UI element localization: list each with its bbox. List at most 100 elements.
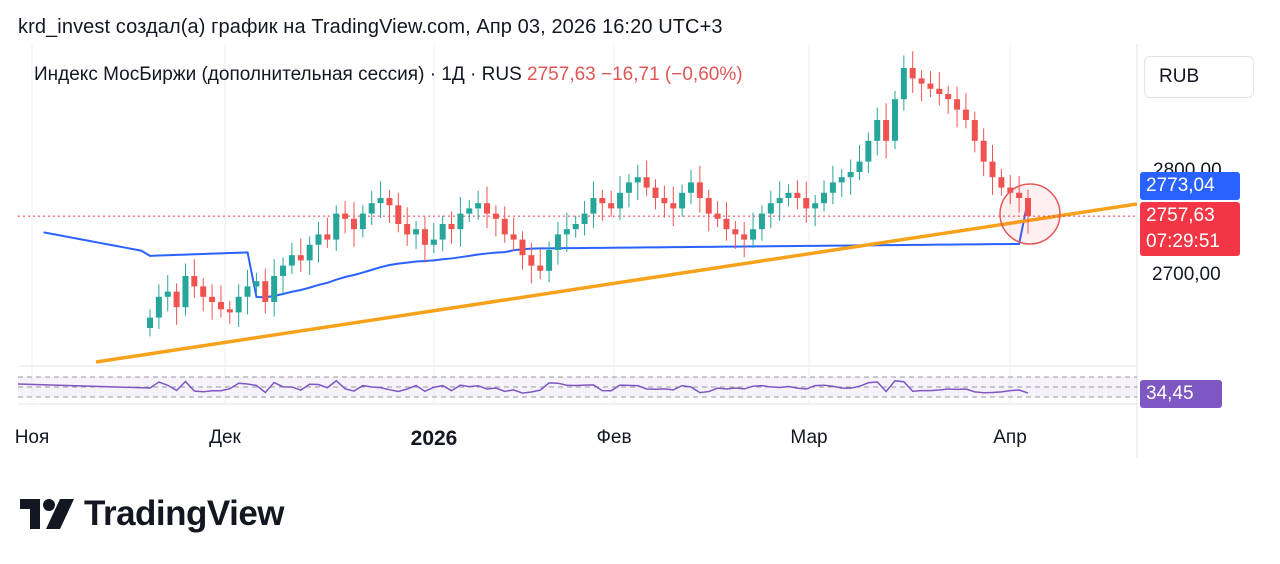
candle-body bbox=[253, 281, 260, 287]
candle-body bbox=[750, 229, 757, 240]
candle-body bbox=[191, 276, 198, 287]
candle-body bbox=[377, 198, 384, 204]
candle-body bbox=[448, 224, 455, 230]
candle-body bbox=[563, 229, 570, 235]
candle-body bbox=[590, 198, 597, 214]
last-price-label: 2757,63 bbox=[1140, 202, 1240, 230]
candle-body bbox=[945, 94, 952, 100]
candle-body bbox=[572, 224, 579, 230]
candle-body bbox=[900, 68, 907, 100]
time-tick-dec: Дек bbox=[209, 427, 241, 448]
candle-body bbox=[475, 203, 482, 209]
candle-body bbox=[821, 192, 828, 204]
candle-body bbox=[625, 182, 632, 193]
candle-body bbox=[209, 296, 216, 302]
candle-body bbox=[856, 161, 863, 172]
tradingview-logo-icon bbox=[20, 499, 74, 529]
candle-body bbox=[244, 286, 251, 297]
candle-body bbox=[927, 83, 934, 89]
time-tick-feb: Фев bbox=[596, 427, 632, 448]
candle-body bbox=[599, 198, 606, 204]
candle-body bbox=[173, 291, 180, 308]
candle-body bbox=[652, 187, 659, 198]
candle-body bbox=[865, 140, 872, 162]
candle-body bbox=[226, 309, 233, 313]
candle-body bbox=[421, 229, 428, 245]
candle-body bbox=[404, 224, 411, 235]
candle-body bbox=[998, 177, 1005, 188]
candle-body bbox=[554, 234, 561, 250]
candle-body bbox=[280, 265, 287, 276]
currency-button[interactable]: RUB bbox=[1144, 56, 1254, 98]
candle-body bbox=[812, 203, 819, 209]
candle-body bbox=[528, 255, 535, 266]
tradingview-logo[interactable]: TradingView bbox=[20, 494, 285, 534]
candle-body bbox=[510, 234, 517, 240]
candle-body bbox=[891, 99, 898, 141]
candle-body bbox=[288, 255, 295, 266]
candle-body bbox=[608, 203, 615, 209]
time-tick-mar: Мар bbox=[790, 427, 828, 448]
candle-body bbox=[874, 120, 881, 141]
candle-body bbox=[1016, 192, 1023, 198]
candle-body bbox=[164, 291, 171, 297]
candle-body bbox=[687, 182, 694, 193]
candle-body bbox=[501, 218, 508, 235]
candle-body bbox=[155, 296, 162, 318]
time-tick-2026: 2026 bbox=[410, 427, 458, 450]
candle-body bbox=[696, 182, 703, 198]
candle-body bbox=[705, 198, 712, 214]
candle-body bbox=[980, 140, 987, 162]
candle-body bbox=[262, 281, 269, 302]
rsi-value-label: 34,45 bbox=[1140, 380, 1222, 408]
brand-name: TradingView bbox=[84, 494, 285, 533]
candle-body bbox=[714, 213, 721, 219]
candle-body bbox=[306, 244, 313, 261]
candle-body bbox=[386, 198, 393, 206]
chart-panel[interactable]: Индекс МосБиржи (дополнительная сессия) … bbox=[14, 44, 1262, 458]
candle-body bbox=[670, 203, 677, 209]
symbol-name[interactable]: Индекс МосБиржи (дополнительная сессия) bbox=[34, 64, 425, 85]
candle-body bbox=[776, 198, 783, 204]
candle-body bbox=[297, 255, 304, 261]
candle-body bbox=[909, 68, 916, 79]
candle-body bbox=[235, 296, 242, 313]
candle-body bbox=[466, 208, 473, 214]
candle-body bbox=[1007, 187, 1014, 193]
candle-body bbox=[537, 265, 544, 271]
candle-body bbox=[492, 213, 499, 219]
candle-body bbox=[962, 109, 969, 120]
time-tick-nov: Ноя bbox=[14, 427, 50, 448]
candle-body bbox=[1025, 198, 1031, 217]
price-chart[interactable] bbox=[18, 44, 1262, 458]
ma-price-label: 2773,04 bbox=[1140, 172, 1240, 200]
moving-average-line bbox=[43, 199, 1029, 299]
candle-body bbox=[350, 218, 357, 230]
candle-body bbox=[217, 302, 224, 310]
last-price-value: 2757,63 bbox=[527, 64, 596, 85]
chart-attribution-header: krd_invest создал(а) график на TradingVi… bbox=[18, 16, 723, 38]
candle-body bbox=[794, 192, 801, 198]
candle-body bbox=[147, 317, 153, 328]
candle-body bbox=[395, 205, 402, 224]
rsi-line bbox=[18, 379, 1029, 394]
candle-body bbox=[200, 286, 207, 297]
candle-body bbox=[439, 224, 446, 240]
candle-body bbox=[758, 213, 765, 230]
highlight-circle bbox=[999, 183, 1061, 245]
candle-body bbox=[971, 120, 978, 141]
candle-body bbox=[484, 203, 491, 214]
price-tick-2700: 2700,00 bbox=[1152, 264, 1221, 285]
price-change-value: −16,71 (−0,60%) bbox=[601, 64, 743, 85]
candle-body bbox=[741, 234, 748, 240]
candle-body bbox=[519, 239, 526, 256]
candle-body bbox=[430, 239, 437, 245]
interval-label[interactable]: 1Д bbox=[441, 64, 465, 85]
candle-body bbox=[918, 78, 925, 84]
candle-body bbox=[803, 198, 810, 209]
candle-body bbox=[324, 234, 331, 240]
candle-body bbox=[643, 177, 650, 188]
legend-separator: · bbox=[429, 64, 437, 85]
candle-body bbox=[634, 177, 641, 183]
candle-body bbox=[413, 229, 420, 235]
